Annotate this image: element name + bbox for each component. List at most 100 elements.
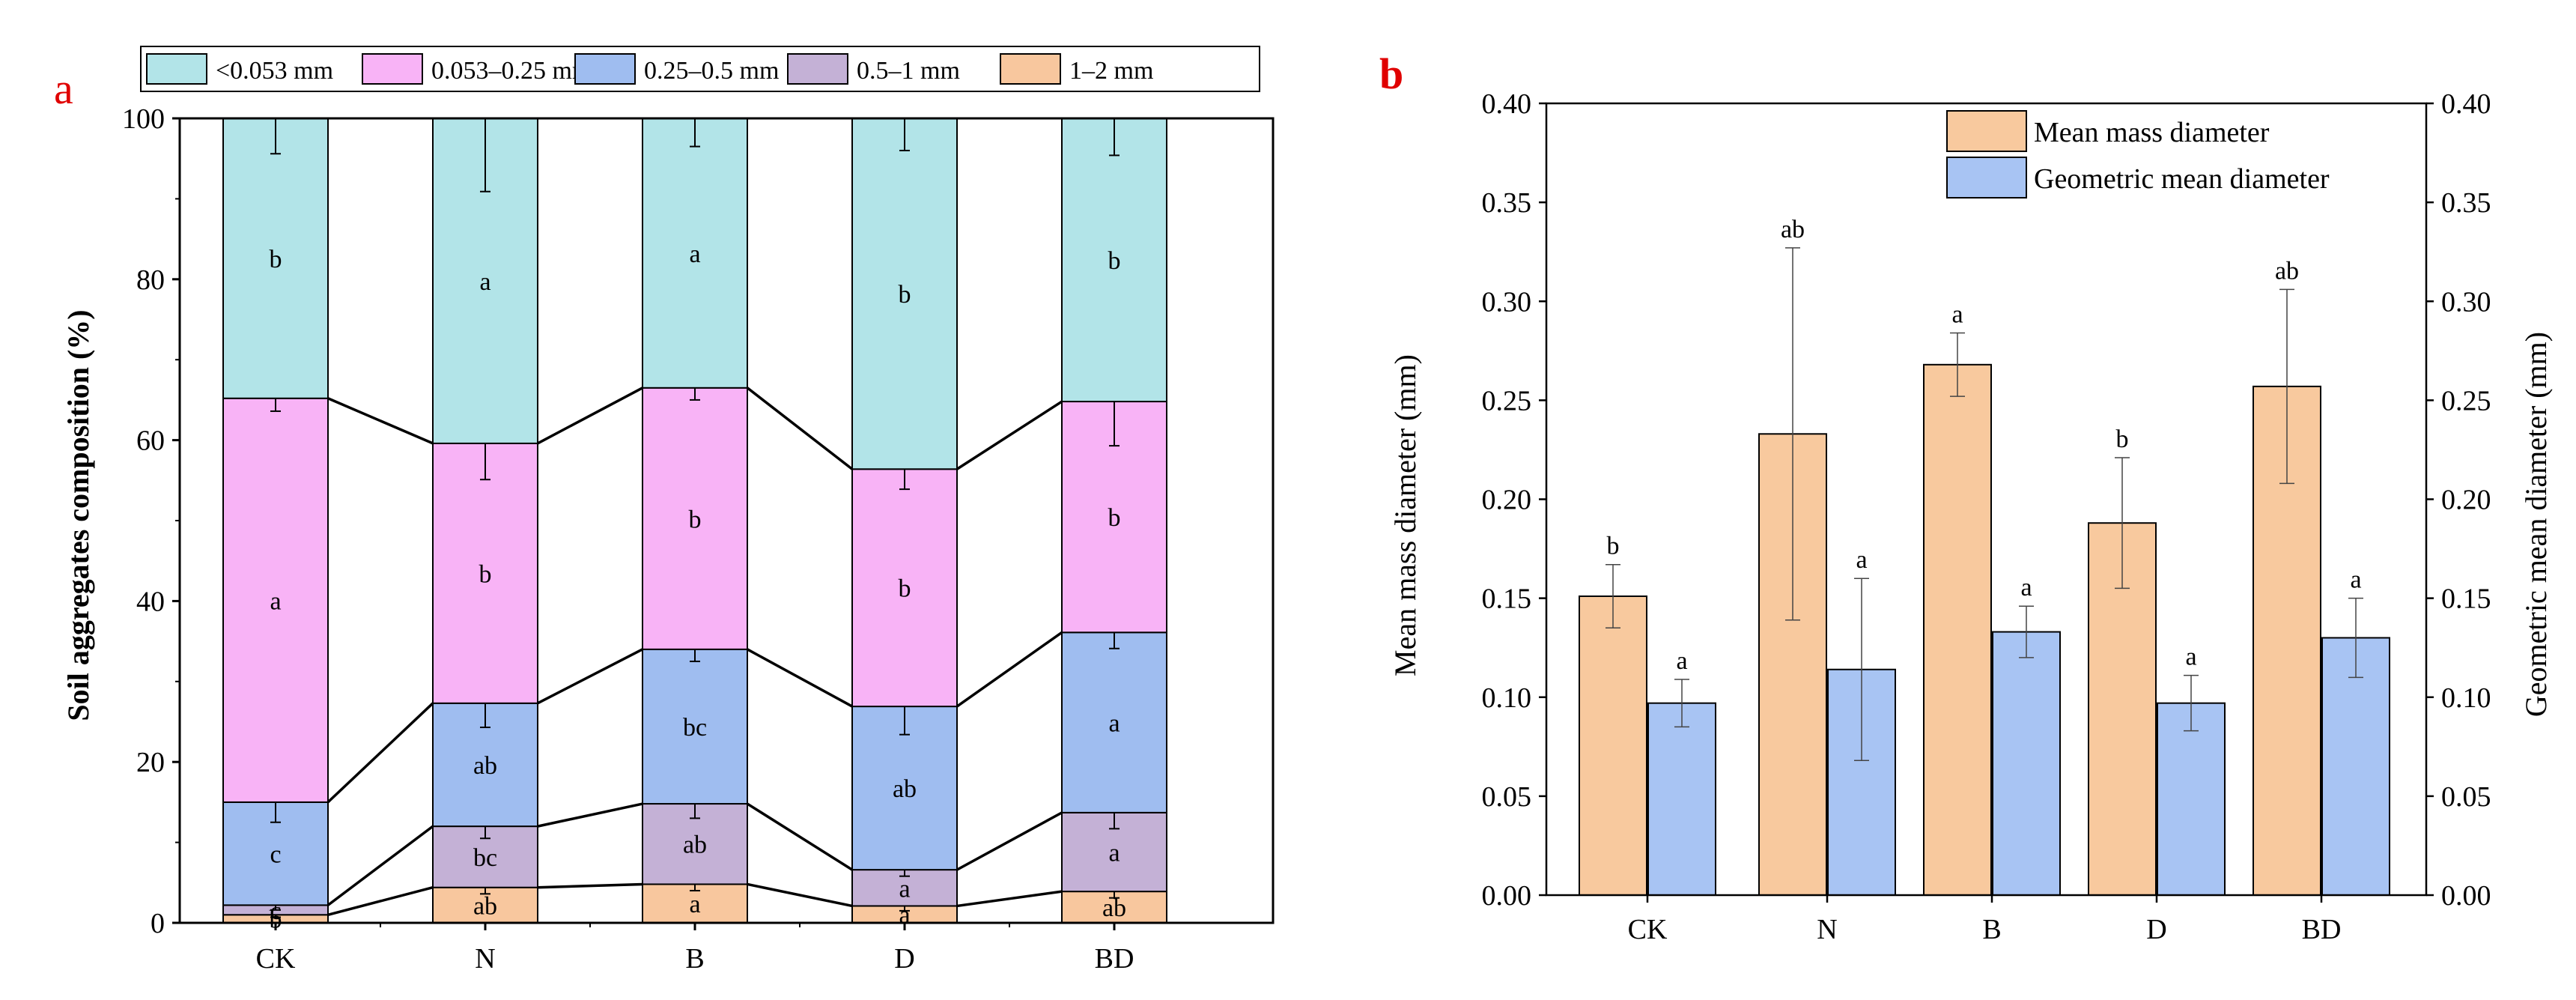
legend-swatch <box>146 53 207 85</box>
y-tick-label: 0.20 <box>1482 485 1532 516</box>
y-tick-label: 0.35 <box>1482 187 1532 219</box>
significance-label: a <box>2185 643 2196 671</box>
legend-swatch <box>1946 110 2027 152</box>
y-tick-label: 40 <box>136 586 165 617</box>
x-tick-label: CK <box>1628 914 1668 945</box>
y-right-tick-label: 0.20 <box>2441 485 2491 516</box>
y-tick-label: 0.30 <box>1482 286 1532 318</box>
y-tick-label: 20 <box>136 747 165 778</box>
significance-label: a <box>689 891 700 918</box>
panel-b-letter: b <box>1379 49 1403 98</box>
connector-line <box>747 802 853 871</box>
significance-label: b <box>899 575 911 603</box>
significance-label: b <box>1108 247 1121 275</box>
x-tick-label: B <box>1982 914 2001 945</box>
y-right-tick-label: 0.15 <box>2441 584 2491 615</box>
significance-label: ab <box>893 775 917 803</box>
bar <box>2321 637 2390 896</box>
bar-segment <box>851 118 958 470</box>
connector-line <box>537 648 643 705</box>
connector-line <box>327 886 434 916</box>
legend-label: 0.5–1 mm <box>857 57 960 85</box>
panel-a-chart: bccababbcabbaaabbcbaaaabbbabaabb02040608… <box>122 46 1275 975</box>
y-right-tick-label: 0.35 <box>2441 187 2491 219</box>
panel-a-letter: a <box>54 64 73 113</box>
legend-swatch <box>1000 53 1061 85</box>
connector-line <box>327 397 434 445</box>
connector-line <box>956 631 1063 708</box>
y-tick-label: 0.15 <box>1482 584 1532 615</box>
significance-label: b <box>479 560 492 588</box>
legend-label: 1–2 mm <box>1069 57 1153 85</box>
connector-line <box>326 702 434 804</box>
significance-label: bc <box>473 844 497 872</box>
connector-line <box>537 802 643 828</box>
legend-label: <0.053 mm <box>216 57 333 85</box>
significance-label: a <box>899 875 910 903</box>
y-tick-label: 100 <box>122 103 165 135</box>
legend-swatch <box>574 53 636 85</box>
significance-label: a <box>1951 301 1963 329</box>
x-tick-label: N <box>475 943 495 975</box>
significance-label: b <box>2116 425 2129 453</box>
significance-label: a <box>2350 566 2361 594</box>
x-tick-label: D <box>894 943 914 975</box>
significance-label: b <box>270 906 282 934</box>
significance-label: a <box>689 240 700 268</box>
bar-segment <box>1061 631 1167 813</box>
significance-label: c <box>270 841 281 869</box>
connector-line <box>326 825 434 906</box>
significance-label: ab <box>473 892 497 920</box>
x-tick-label: BD <box>2302 914 2342 945</box>
significance-label: a <box>1108 839 1120 867</box>
significance-label: ab <box>1102 894 1126 922</box>
bar-segment <box>222 397 329 803</box>
y-right-tick-label: 0.40 <box>2441 88 2491 120</box>
bar <box>1923 363 1992 896</box>
significance-label: ab <box>473 752 497 780</box>
significance-label: ab <box>2275 257 2299 285</box>
significance-label: a <box>1676 647 1687 675</box>
y-tick-label: 0.05 <box>1482 781 1532 813</box>
significance-label: a <box>1108 710 1120 738</box>
y-tick-label: 80 <box>136 264 165 296</box>
connector-line <box>956 890 1063 908</box>
legend-swatch <box>362 53 423 85</box>
panel-b-right-axis-title: Geometric mean diameter (mm) <box>2519 332 2553 717</box>
x-tick-label: B <box>685 943 704 975</box>
bar-segment <box>642 648 748 805</box>
connector-line <box>537 387 643 445</box>
bar <box>1579 595 1647 896</box>
panel-a-y-axis-title: Soil aggregates composition (%) <box>61 309 95 721</box>
panel-b-y-axis-title: Mean mass diameter (mm) <box>1388 354 1422 676</box>
x-tick-label: N <box>1817 914 1837 945</box>
significance-label: a <box>270 587 281 615</box>
x-tick-label: BD <box>1095 943 1134 975</box>
legend-swatch <box>787 53 848 85</box>
y-right-tick-label: 0.05 <box>2441 781 2491 813</box>
significance-label: c <box>270 897 281 925</box>
x-tick-label: CK <box>256 943 296 975</box>
significance-label: b <box>1108 504 1121 532</box>
y-tick-label: 0.25 <box>1482 385 1532 416</box>
y-tick-label: 0.00 <box>1482 880 1532 912</box>
significance-label: ab <box>1781 216 1805 243</box>
bar <box>1647 702 1716 896</box>
bar-segment <box>432 442 538 704</box>
connector-line <box>747 648 853 708</box>
bar <box>1992 631 2061 896</box>
y-tick-label: 0 <box>151 908 165 939</box>
legend-label: 0.25–0.5 mm <box>644 57 779 85</box>
significance-label: b <box>1607 533 1620 560</box>
connector-line <box>537 882 643 889</box>
y-right-tick-label: 0.10 <box>2441 682 2491 714</box>
connector-line <box>956 400 1063 470</box>
legend-label: Mean mass diameter <box>2034 117 2270 148</box>
bar <box>2157 702 2226 896</box>
y-tick-label: 0.40 <box>1482 88 1532 120</box>
significance-label: b <box>270 246 282 273</box>
y-right-tick-label: 0.25 <box>2441 385 2491 416</box>
x-tick-label: D <box>2146 914 2166 945</box>
